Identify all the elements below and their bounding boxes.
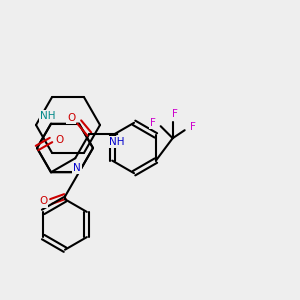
Text: F: F	[172, 109, 178, 119]
Text: N: N	[73, 163, 81, 173]
Text: NH: NH	[110, 137, 125, 147]
Text: F: F	[190, 122, 196, 132]
Text: O: O	[55, 135, 63, 145]
Text: F: F	[150, 118, 156, 128]
Text: O: O	[39, 196, 47, 206]
Text: O: O	[67, 113, 75, 123]
Text: NH: NH	[40, 111, 56, 121]
